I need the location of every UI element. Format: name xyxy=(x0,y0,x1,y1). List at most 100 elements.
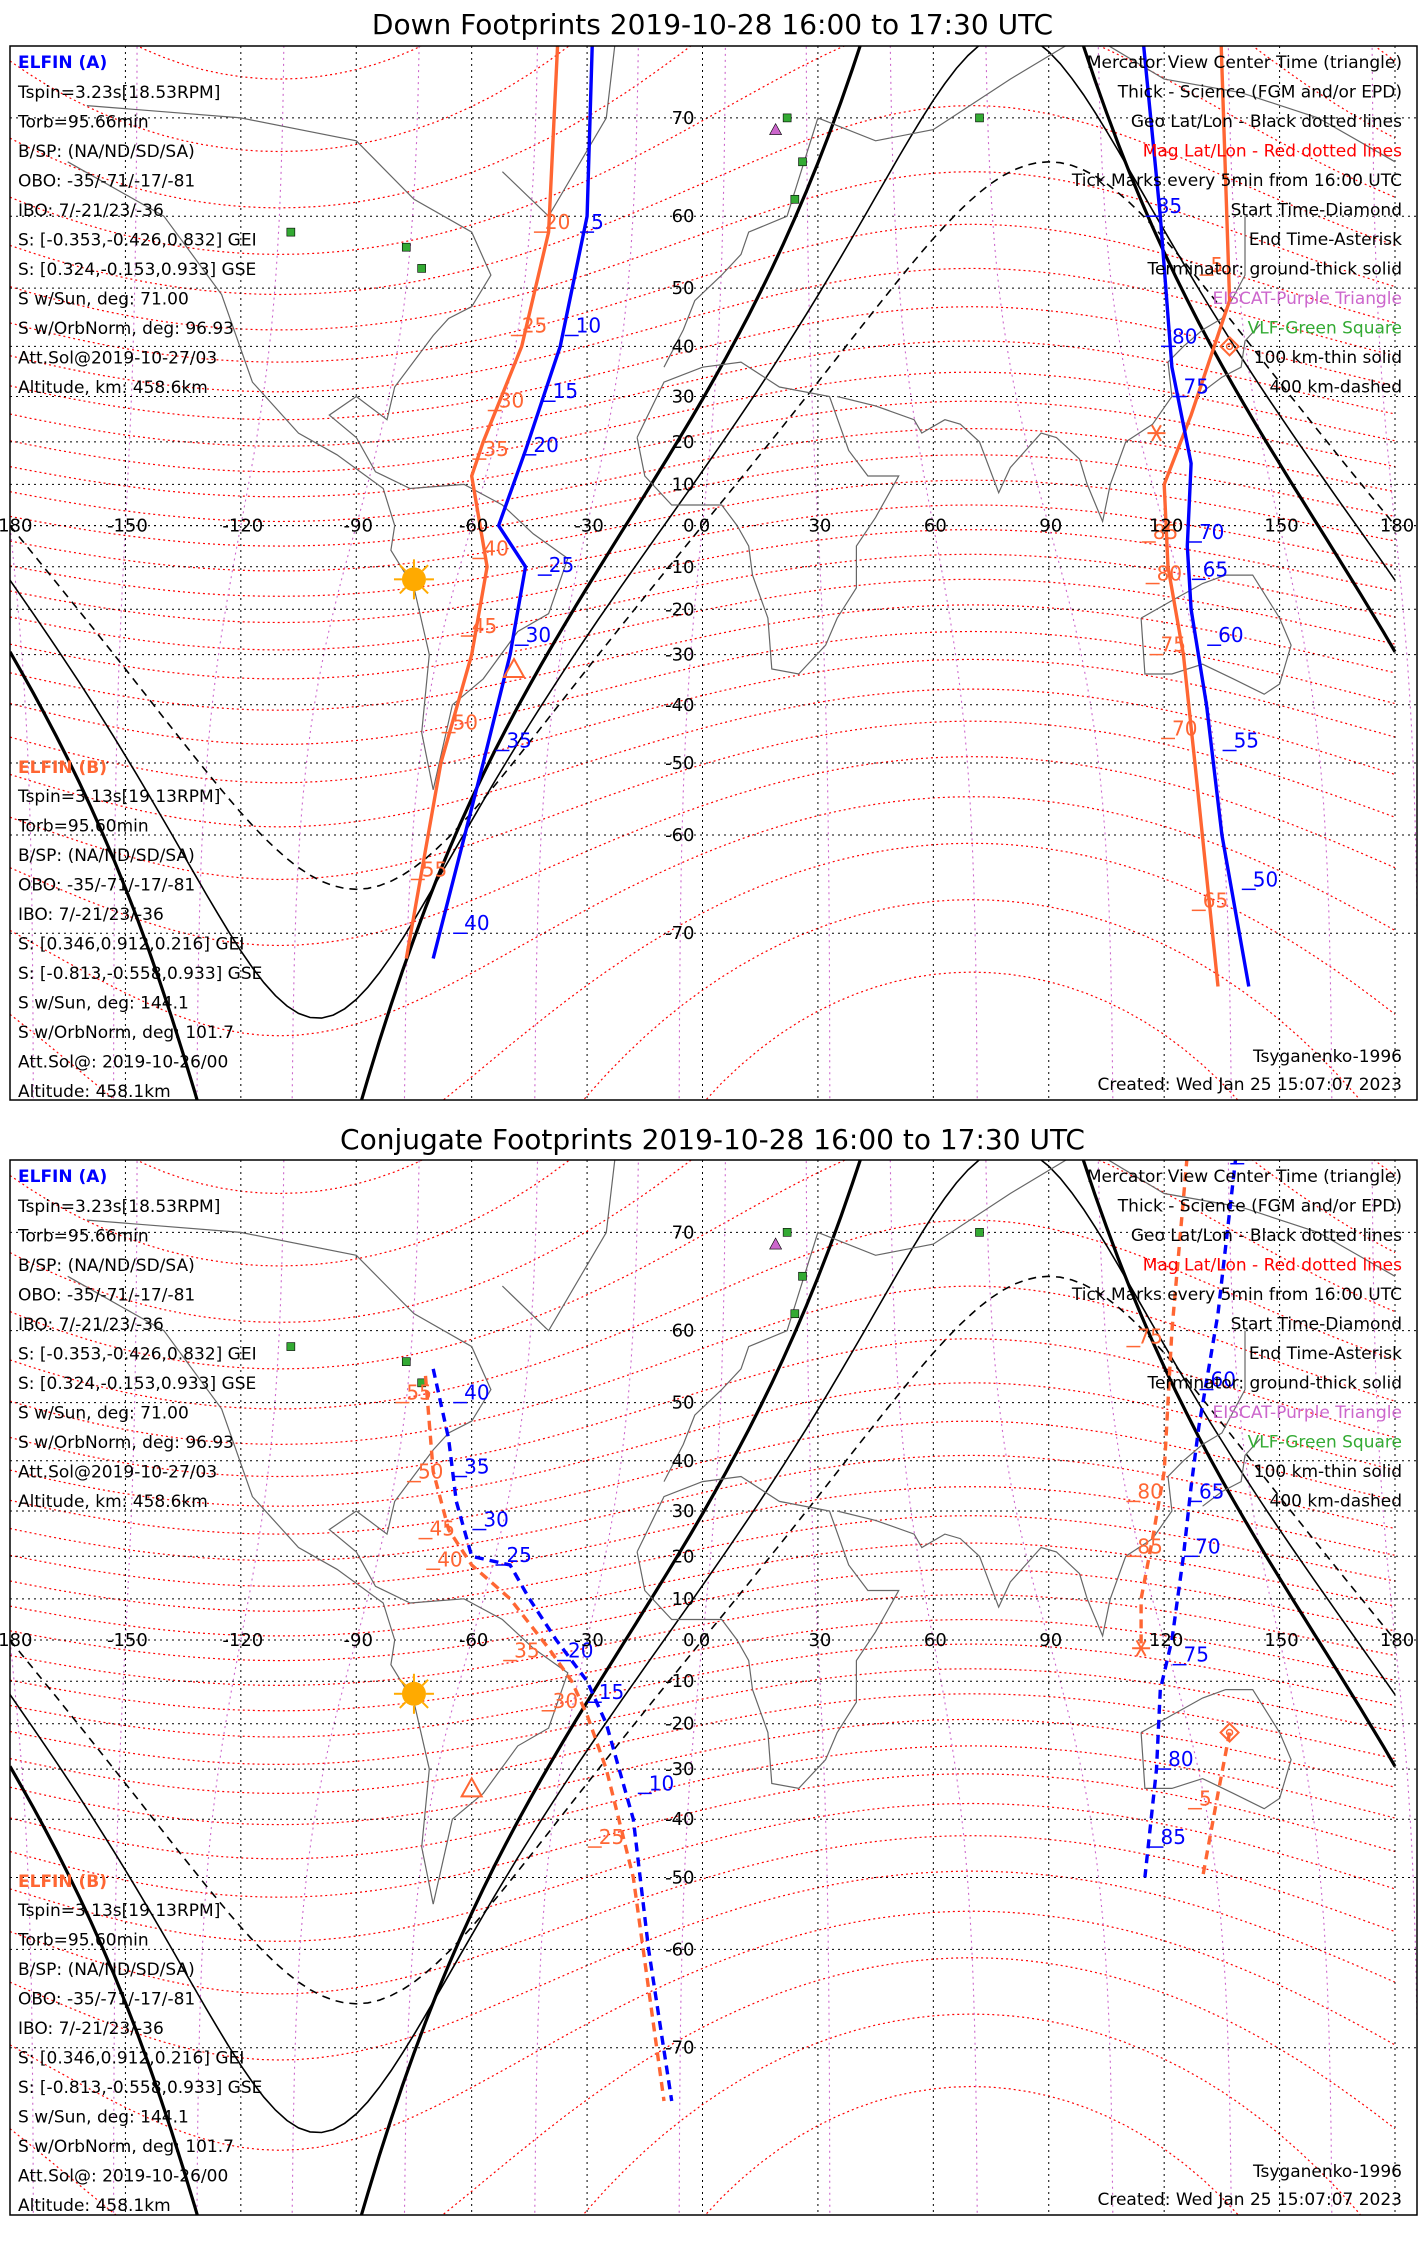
sun-ray xyxy=(399,1701,407,1709)
lon-tick-label: 30 xyxy=(808,1630,831,1651)
mag-lon-line xyxy=(678,1160,726,2215)
eiscat-triangle xyxy=(769,122,783,135)
vlf-station-square xyxy=(790,194,800,204)
mag-lat-line xyxy=(10,1160,1396,1267)
track-tick-label: 45 xyxy=(472,614,497,638)
lat-tick-label: -10 xyxy=(665,1671,694,1692)
coastline xyxy=(663,1160,1396,1482)
lon-tick-label: -30 xyxy=(574,1630,603,1651)
mag-lon-line xyxy=(403,1160,539,2215)
elfin-b-param: IBO: 7/-21/23/-36 xyxy=(18,905,164,925)
legend-entry: Geo Lat/Lon - Black dotted lines xyxy=(1131,1226,1402,1246)
elfin-a-param: OBO: -35/-71/-17/-81 xyxy=(18,172,195,192)
track-tick-label: 15 xyxy=(553,379,578,403)
stations xyxy=(286,1228,984,1388)
track-tick-label: 15 xyxy=(599,1680,624,1704)
track-tick-label: 30 xyxy=(499,389,524,413)
lat-tick-label: 30 xyxy=(672,1501,695,1522)
elfin-b-param: Torb=95.60min xyxy=(17,817,149,837)
elfin-b-param: OBO: -35/-71/-17/-81 xyxy=(18,876,195,896)
mag-lat-line xyxy=(10,46,1396,256)
mag-lat-line xyxy=(10,1668,1396,1766)
track-tick-label: 55 xyxy=(422,857,447,881)
track-tick-label: 5 xyxy=(1210,253,1223,277)
elfin-b-param: S: [-0.813,-0.558,0.933] GSE xyxy=(18,964,262,984)
legend-entry: End Time-Asterisk xyxy=(1249,1344,1402,1364)
lat-tick-label: 70 xyxy=(672,1222,695,1243)
track-tick-label: 35 xyxy=(514,1639,539,1663)
elfin-b-info: ELFIN (B) Tspin=3.13s[19.13RPM] Torb=95.60… xyxy=(17,1872,262,2216)
mag-lat-line xyxy=(135,1160,424,1195)
track-tick-label: 70 xyxy=(1199,520,1224,544)
mag-lat-line xyxy=(10,1773,1396,1898)
elfin-a-param: Tspin=3.23s[18.53RPM] xyxy=(17,1197,220,1217)
elfin-a-name: ELFIN (A) xyxy=(18,53,107,73)
mag-lon-line xyxy=(403,46,539,1100)
elfin-b-param: Altitude: 458.1km xyxy=(18,2196,171,2216)
lat-tick-label: 30 xyxy=(672,387,695,408)
lon-tick-label: -60 xyxy=(459,1630,488,1651)
track-tick-label: 55 xyxy=(1241,1142,1266,1166)
lat-tick-label: -30 xyxy=(665,1759,694,1780)
lat-tick-label: -10 xyxy=(665,557,694,578)
coastline xyxy=(636,1475,900,1790)
mag-lat-line xyxy=(10,1454,1396,1562)
lat-tick-label: 0 xyxy=(683,516,694,537)
sun-icon xyxy=(393,559,434,600)
geo-grid xyxy=(10,46,1417,1100)
elfin-b-param: B/SP: (NA/ND/SD/SA) xyxy=(18,846,195,866)
track-tick-label: 10 xyxy=(649,1771,674,1795)
coastline xyxy=(67,1275,434,1905)
map-area: 2025303540455055510152025303540105858075… xyxy=(10,46,1417,1100)
lat-tick-label: 60 xyxy=(672,206,695,227)
eiscat-triangle xyxy=(769,1237,783,1250)
elfin-a-param: Att.Sol@2019-10-27/03 xyxy=(18,349,217,369)
track-tick-label: 80 xyxy=(1172,324,1197,348)
track-tick-label: 40 xyxy=(464,1381,489,1405)
elfin-a-param: S: [0.324,-0.153,0.933] GSE xyxy=(18,260,256,280)
mag-lat-line xyxy=(10,658,1396,784)
sun-ray xyxy=(399,587,407,595)
asterisk-stroke xyxy=(1135,1639,1147,1657)
vlf-station-square xyxy=(401,1357,411,1366)
vlf-station-square xyxy=(417,264,426,273)
panel-title: Down Footprints 2019-10-28 16:00 to 17:3… xyxy=(371,8,1054,41)
elfin-b-param: S w/OrbNorm, deg: 101.7 xyxy=(18,2137,234,2157)
mag-lat-line xyxy=(10,1160,1396,1370)
elfin-a-param: S w/Sun, deg: 71.00 xyxy=(18,290,189,310)
legend-entry: Tick Marks every 5min from 16:00 UTC xyxy=(1071,1285,1402,1305)
elfin-b-track-west xyxy=(423,1375,666,2102)
track-tick-label: 25 xyxy=(506,1543,531,1567)
elfin-a-param: S w/Sun, deg: 71.00 xyxy=(18,1404,189,1424)
mag-lon-line xyxy=(985,1160,1114,2215)
lat-tick-label: 0 xyxy=(683,1630,694,1651)
mag-lon-line xyxy=(985,46,1114,1100)
elfin-a-param: B/SP: (NA/ND/SD/SA) xyxy=(18,142,195,162)
legend-entry: Mag Lat/Lon - Red dotted lines xyxy=(1143,142,1402,162)
lat-tick-label: -20 xyxy=(665,1714,694,1735)
geo-grid xyxy=(10,1160,1417,2215)
track-tick-label: 75 xyxy=(1184,1643,1209,1667)
lon-tick-label: 90 xyxy=(1039,516,1062,537)
mag-lon-line xyxy=(1227,46,1333,1100)
sun-ray xyxy=(399,564,407,572)
legend-entry: Start Time-Diamond xyxy=(1231,1315,1402,1335)
elfin-b-param: B/SP: (NA/ND/SD/SA) xyxy=(18,1960,195,1980)
map-frame xyxy=(9,1159,1418,2216)
stations xyxy=(286,113,984,273)
terminator-100km xyxy=(10,46,1396,1019)
track-tick-label: 20 xyxy=(568,1639,593,1663)
legend-entry: Terminator: ground-thick solid xyxy=(1146,1374,1402,1394)
track-tick-label: 65 xyxy=(1199,1479,1224,1503)
track-tick-label: 5 xyxy=(591,210,604,234)
elfin-a-info: ELFIN (A) Tspin=3.23s[18.53RPM] Torb=95.66… xyxy=(17,1167,257,1512)
lon-tick-label: -150 xyxy=(107,1630,148,1651)
elfin-b-track-west xyxy=(404,46,560,959)
mag-lat-line xyxy=(10,688,1396,828)
mag-lat-line xyxy=(10,1835,1396,1995)
track-tick-label: 45 xyxy=(430,1517,455,1541)
sun-ray xyxy=(421,1701,429,1709)
mag-lon-line xyxy=(805,1160,831,2215)
track-tick-label: 75 xyxy=(1184,375,1209,399)
